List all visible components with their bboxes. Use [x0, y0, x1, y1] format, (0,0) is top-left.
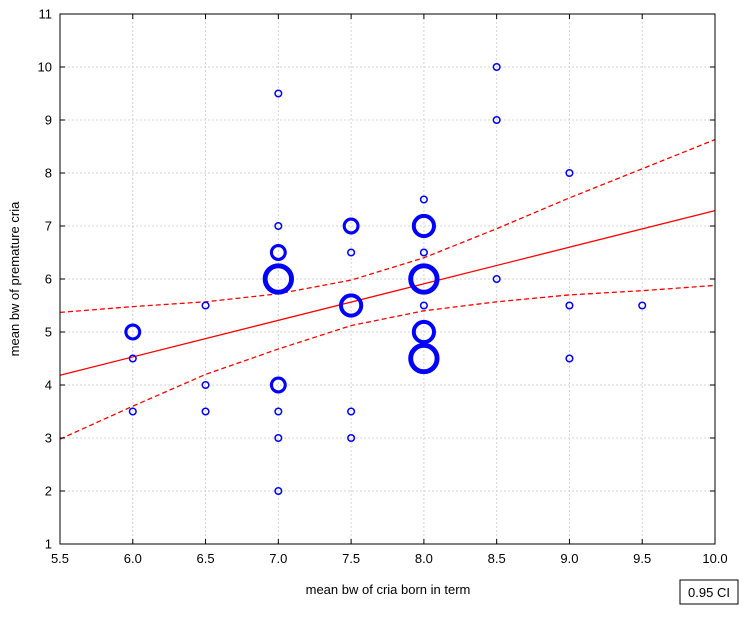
ci-upper-line [59, 138, 716, 314]
data-point [565, 168, 574, 178]
y-tick-label: 11 [39, 7, 53, 22]
data-point [565, 301, 574, 310]
x-tick-label: 6.0 [124, 551, 142, 566]
x-ticks: 5.5 6.0 6.5 7.0 7.5 8.0 8.5 9.0 9.5 10.0 [51, 14, 728, 566]
data-point [274, 89, 283, 98]
data-point [269, 244, 287, 261]
x-tick-label: 8.0 [415, 551, 433, 566]
data-point [347, 407, 356, 416]
x-tick-label: 6.5 [197, 551, 215, 566]
data-point [408, 342, 440, 375]
x-tick-label: 10.0 [702, 551, 727, 566]
y-tick-label: 3 [45, 431, 52, 446]
x-axis-title: mean bw of cria born in term [306, 582, 471, 597]
data-point [347, 433, 356, 443]
data-point [201, 380, 210, 390]
legend-label: 0.95 CI [688, 585, 730, 600]
x-tick-label: 5.5 [51, 551, 69, 566]
data-point [411, 319, 436, 345]
data-point [419, 301, 428, 310]
data-point [274, 407, 283, 416]
y-tick-label: 7 [45, 219, 52, 234]
data-point [342, 217, 360, 235]
data-point [492, 115, 501, 125]
grid-lines [60, 14, 715, 544]
confidence-bands [59, 138, 716, 440]
y-tick-label: 4 [45, 378, 52, 393]
x-tick-label: 8.5 [488, 551, 506, 566]
ci-lower-line [59, 284, 716, 440]
data-point [339, 293, 364, 318]
data-point [128, 407, 137, 416]
data-point [419, 195, 428, 204]
data-point [565, 354, 574, 363]
regression-line [59, 209, 716, 376]
y-tick-label: 2 [45, 484, 52, 499]
data-point [269, 376, 287, 394]
data-point [128, 354, 137, 363]
data-point [492, 274, 501, 284]
legend: 0.95 CI [679, 579, 739, 605]
data-point [274, 433, 283, 443]
data-point [492, 62, 501, 72]
data-point [201, 407, 210, 416]
x-tick-label: 7.0 [269, 551, 287, 566]
y-tick-label: 1 [45, 537, 52, 552]
data-point [408, 263, 440, 295]
data-point [411, 213, 436, 239]
x-tick-label: 9.0 [560, 551, 578, 566]
y-tick-label: 6 [45, 272, 52, 287]
data-points [124, 62, 647, 496]
data-point [274, 221, 283, 231]
y-axis-title: mean bw of premature cria [7, 201, 22, 356]
y-tick-label: 8 [45, 166, 52, 181]
y-tick-label: 5 [45, 325, 52, 340]
data-point [419, 248, 428, 257]
data-point [347, 248, 356, 257]
data-point [274, 486, 283, 496]
regression-layer [59, 209, 716, 376]
x-tick-label: 9.5 [633, 551, 651, 566]
y-ticks: 1 2 3 4 5 6 7 8 9 10 11 [38, 7, 715, 552]
x-tick-label: 7.5 [342, 551, 360, 566]
data-point [262, 263, 294, 295]
data-point [638, 301, 647, 310]
data-point [124, 323, 142, 341]
legend-box [679, 579, 739, 605]
data-point [201, 301, 210, 310]
y-tick-label: 10 [38, 60, 52, 75]
y-tick-label: 9 [45, 113, 52, 128]
